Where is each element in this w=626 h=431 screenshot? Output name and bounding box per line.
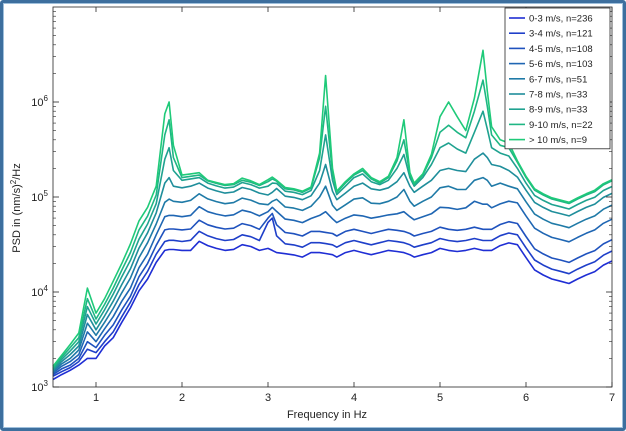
- legend-label-8: > 10 m/s, n=9: [529, 135, 587, 146]
- x-tick-label: 4: [351, 392, 357, 404]
- y-tick-exponent: 6: [44, 94, 49, 103]
- series-lines: [52, 49, 613, 381]
- y-axis-title: PSD in (nm/s)2/Hz: [9, 163, 23, 252]
- y-tick-base: 10: [31, 382, 43, 394]
- y-tick-base: 10: [31, 192, 43, 204]
- x-axis-title: Frequency in Hz: [287, 409, 367, 421]
- legend-label-0: 0-3 m/s, n=236: [529, 14, 593, 25]
- x-tick-label: 5: [437, 392, 443, 404]
- y-tick-label: 103: [31, 379, 48, 394]
- x-tick-label: 7: [609, 392, 615, 404]
- series-line-1: [52, 217, 613, 377]
- y-tick-label: 105: [31, 189, 48, 204]
- legend-label-4: 6-7 m/s, n=51: [529, 74, 587, 85]
- x-tick-label: 3: [265, 392, 271, 404]
- x-tick-label: 2: [179, 392, 185, 404]
- series-line-0: [52, 240, 613, 381]
- legend-label-1: 3-4 m/s, n=121: [529, 29, 593, 40]
- y-axis-title-suffix: /Hz: [11, 163, 23, 180]
- x-tick-label: 1: [93, 392, 99, 404]
- y-tick-exponent: 4: [44, 284, 49, 293]
- y-tick-label: 106: [31, 94, 48, 109]
- legend-label-3: 5-6 m/s, n=103: [529, 59, 593, 70]
- series-line-3: [52, 200, 613, 374]
- legend-label-7: 9-10 m/s, n=22: [529, 120, 593, 131]
- legend-label-5: 7-8 m/s, n=33: [529, 90, 587, 101]
- legend-label-2: 4-5 m/s, n=108: [529, 44, 593, 55]
- y-tick-base: 10: [31, 287, 43, 299]
- legend: 0-3 m/s, n=236 3-4 m/s, n=121 4-5 m/s, n=1…: [504, 7, 611, 150]
- series-line-4: [52, 176, 613, 373]
- y-axis-title-sup: 2: [9, 179, 18, 184]
- y-tick-label: 104: [31, 284, 48, 299]
- y-axis-title-main: PSD in (nm/s): [11, 184, 23, 252]
- legend-label-6: 8-9 m/s, n=33: [529, 105, 587, 116]
- series-line-2: [52, 212, 613, 376]
- y-tick-exponent: 5: [44, 189, 49, 198]
- series-line-5: [52, 152, 613, 371]
- y-tick-exponent: 3: [44, 379, 49, 388]
- series-line-6: [52, 110, 613, 370]
- y-tick-base: 10: [31, 97, 43, 109]
- x-tick-label: 6: [523, 392, 529, 404]
